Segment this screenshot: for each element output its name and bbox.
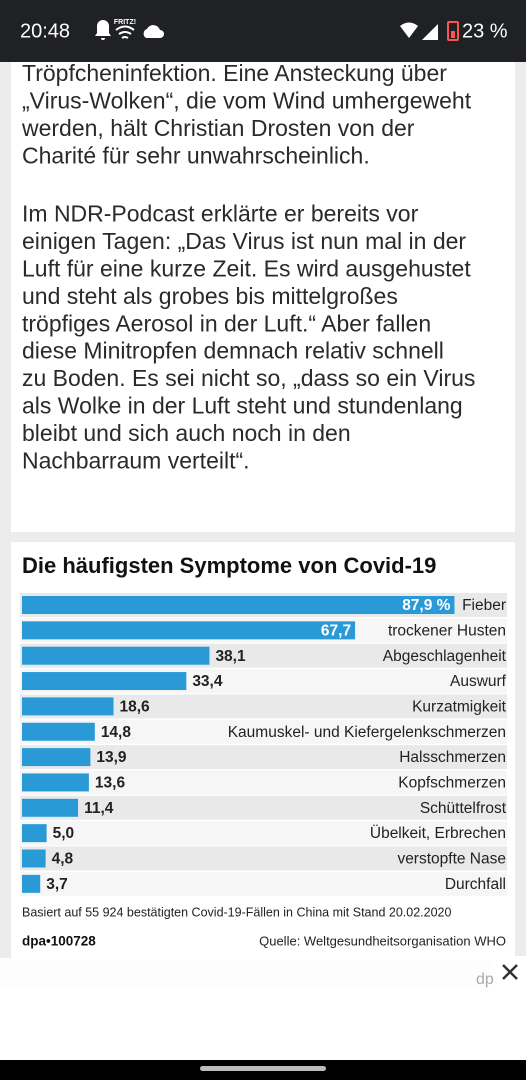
nav-handle (200, 1066, 326, 1071)
cloud-icon (143, 25, 164, 38)
article-line: Charité für sehr unwahrscheinlich. (22, 142, 370, 168)
bar (22, 621, 356, 640)
bar (22, 874, 41, 893)
article-line: bleibt und sich auch noch in den (22, 420, 351, 446)
category-label: Durchfall (445, 876, 506, 893)
value-label: 67,7 (321, 622, 351, 639)
ad-top (0, 958, 526, 990)
bar (22, 824, 47, 843)
row-stripe (20, 795, 507, 820)
value-label: 33,4 (192, 673, 223, 690)
category-label: Halsschmerzen (399, 749, 506, 766)
clock: 20:48 (20, 20, 70, 42)
row-stripe (20, 719, 507, 744)
battery-icon (447, 21, 459, 41)
row-stripe (20, 770, 507, 795)
chart: 87,9 % Fieber 67,7 trockener Husten 38,1 Abge… (20, 593, 507, 896)
article-line: als Wolke in der Luft steht und stundenl… (22, 392, 463, 418)
value-label: 14,8 (101, 724, 132, 741)
wifi-icon (115, 25, 135, 39)
value-label: 11,4 (84, 800, 114, 817)
value-label: 87,9 % (402, 597, 450, 614)
bar (22, 798, 79, 817)
article-line: Im NDR-Podcast erklärte er bereits vor (22, 201, 419, 227)
cell-signal (422, 24, 438, 40)
status-bar (0, 0, 526, 62)
ad-area (0, 990, 526, 1060)
bar (22, 773, 89, 792)
chart-credit: dpa•100728 (22, 934, 96, 949)
wifi-signal (400, 22, 418, 38)
row-stripe (20, 745, 507, 770)
bar (22, 722, 95, 741)
article-line: tröpfiges Aerosol in der Luft.“ Aber fal… (22, 310, 431, 336)
article-line: Luft für eine kurze Zeit. Es wird ausgeh… (22, 255, 471, 281)
category-label: Abgeschlagenheit (383, 648, 507, 665)
article-line: werden, hält Christian Drosten von der (21, 115, 415, 141)
bar (22, 748, 91, 767)
row-stripe (20, 821, 507, 846)
row-stripe (20, 846, 507, 871)
battery-percent: 23 % (462, 20, 508, 42)
category-label: verstopfte Nase (397, 851, 506, 868)
bar (22, 672, 187, 691)
article: Tröpfcheninfektion. Eine Ansteckung über… (21, 60, 475, 473)
bar (22, 849, 46, 868)
value-label: 13,9 (96, 749, 127, 766)
article-line: zu Boden. Es sei nicht so, „dass so ein … (22, 365, 475, 391)
chart-title: Die häufigsten Symptome von Covid-19 (22, 553, 436, 578)
chart-note: Basiert auf 55 924 bestätigten Covid-19-… (22, 905, 451, 919)
value-label: 4,8 (52, 851, 74, 868)
category-label: Kaumuskel- und Kiefergelenkschmerzen (228, 724, 506, 741)
bell-icon (95, 20, 111, 40)
article-line: Nachbarraum verteilt“. (22, 447, 250, 473)
category-label: Schüttelfrost (420, 800, 507, 817)
category-label: Kopfschmerzen (398, 775, 506, 792)
category-label: Kurzatmigkeit (412, 698, 507, 715)
close-icon[interactable] (502, 964, 518, 980)
row-stripe (20, 871, 507, 896)
value-label: 38,1 (215, 648, 246, 665)
category-label: Fieber (462, 597, 506, 614)
article-line: und steht als grobes bis mittelgroßes (22, 283, 398, 309)
bar (22, 697, 114, 716)
article-line: einigen Tagen: „Das Virus ist nun mal in… (22, 228, 466, 254)
value-label: 3,7 (46, 876, 68, 893)
value-label: 5,0 (53, 825, 75, 842)
battery-level (451, 31, 455, 38)
value-label: 18,6 (120, 698, 151, 715)
network-label: FRITZ! (114, 19, 136, 26)
article-card (11, 62, 515, 532)
category-label: Auswurf (450, 673, 507, 690)
category-label: Übelkeit, Erbrechen (370, 824, 506, 842)
category-label: trockener Husten (388, 622, 506, 639)
article-line: diese Minitropfen demnach relativ schnel… (22, 338, 444, 364)
chart-source: Quelle: Weltgesundheitsorganisation WHO (259, 933, 506, 948)
bar (22, 596, 455, 614)
article-line: Tröpfcheninfektion. Eine Ansteckung über (22, 60, 447, 86)
value-label: 13,6 (95, 775, 126, 792)
bar (22, 646, 210, 665)
article-line: „Virus-Wolken“, die vom Wind umhergeweht (22, 87, 472, 113)
ad-text: dp (476, 971, 494, 988)
